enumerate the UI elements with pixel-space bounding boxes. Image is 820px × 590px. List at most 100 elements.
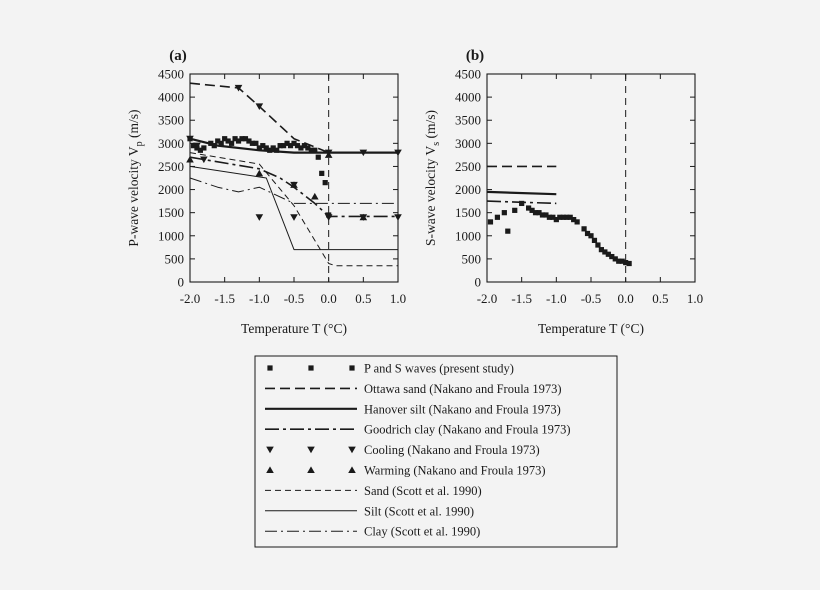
panel-b-series-solid-thick <box>486 190 557 196</box>
legend-entry: Sand (Scott et al. 1990) <box>364 484 482 498</box>
legend-swatch-tri-up <box>266 466 274 473</box>
panel-a-point-square <box>197 147 203 153</box>
panel-a-point-square <box>256 145 262 151</box>
panel-b-y-tick-label: 3500 <box>455 113 481 128</box>
panel-a-point-tri-up <box>311 192 319 200</box>
panel-a-point-square <box>301 143 307 149</box>
panel-b-point-square <box>550 214 556 220</box>
panel-b-point-square <box>564 214 570 220</box>
panel-b-x-tick-label: -1.5 <box>511 291 532 306</box>
legend-swatch-square <box>308 365 314 371</box>
legend-swatch-square <box>267 365 273 371</box>
legend-entry: Warming (Nakano and Froula 1973) <box>364 464 546 478</box>
panel-a-point-tri-down <box>324 214 333 221</box>
panel-a-point-tri-down <box>359 149 368 157</box>
panel-b-point-square <box>501 210 507 216</box>
panel-b-point-square <box>519 200 525 207</box>
legend-swatch-tri-down <box>348 446 356 454</box>
panel-a-point-square <box>235 138 242 144</box>
legend-swatch-square <box>349 365 355 371</box>
panel-a-point-square <box>291 140 297 146</box>
panel-a-point-square <box>190 143 197 149</box>
panel-b-point-square <box>602 249 608 255</box>
panel-b-x-tick-label: -1.0 <box>546 291 567 306</box>
panel-b-point-square <box>619 258 625 264</box>
legend-swatch-tri-down <box>307 446 315 454</box>
panel-b-y-tick-label: 500 <box>462 251 482 266</box>
panel-a-point-tri-down <box>255 103 264 110</box>
panel-b-y-tick-label: 2500 <box>455 159 481 174</box>
panel-a-point-tri-down <box>394 214 402 221</box>
panel-a-point-square <box>222 136 228 142</box>
panel-b-y-axis-label: S-wave velocity Vs (m/s) <box>423 110 442 246</box>
panel-a-series-dash-dot-fine <box>189 177 398 204</box>
panel-a-point-square <box>232 136 238 142</box>
panel-b-point-square <box>553 217 559 223</box>
panel-a-x-tick-label: -0.5 <box>284 291 305 306</box>
panel-a-y-tick-label: 3000 <box>158 136 184 151</box>
panel-b-point-square <box>512 207 518 213</box>
legend-entry: Goodrich clay (Nakano and Froula 1973) <box>364 423 571 437</box>
panel-a-point-square <box>270 145 276 151</box>
panel-b-point-square <box>532 210 539 216</box>
panel-a-point-tri-down <box>290 214 298 221</box>
legend-entry: Cooling (Nakano and Froula 1973) <box>364 443 540 457</box>
panel-b-point-square <box>536 210 542 216</box>
panel-a-point-tri-up <box>324 151 333 158</box>
panel-a-point-square <box>315 154 321 160</box>
panel-a-y-tick-label: 2500 <box>158 159 184 174</box>
legend-entry: Ottawa sand (Nakano and Froula 1973) <box>364 382 562 396</box>
panel-b-x-tick-label: 0.0 <box>618 291 634 306</box>
panel-a-point-tri-up <box>186 155 194 163</box>
panel-b-point-square <box>505 228 511 234</box>
panel-b-point-square <box>546 214 552 220</box>
panel-b-x-tick-label: -0.5 <box>581 291 602 306</box>
panel-b-point-square <box>529 207 535 213</box>
panel-b: 0 500 1000 1500 2000 2500 3000 3500 4000 4500 -2.0… <box>423 48 703 336</box>
panel-b-point-square <box>616 258 622 264</box>
panel-a-y-tick-label: 4500 <box>158 67 184 82</box>
panel-a-point-square <box>263 145 269 151</box>
panel-b-x-tick-label: 1.0 <box>687 291 703 306</box>
panel-b-point-square <box>560 214 566 220</box>
panel-a-y-tick-label: 2000 <box>158 182 184 197</box>
panel-b-point-square <box>595 242 601 248</box>
panel-b-y-tick-label: 3000 <box>455 136 481 151</box>
panel-a-plot-frame <box>189 73 399 283</box>
panel-b-point-square <box>584 230 591 237</box>
legend-box <box>254 355 618 548</box>
panel-b-y-tick-label: 4500 <box>455 67 481 82</box>
panel-a-point-tri-up <box>359 213 368 221</box>
panel-a-x-tick-label: -1.0 <box>249 291 270 306</box>
panel-b-point-square <box>591 237 598 243</box>
panel-a-label: (a) <box>169 48 187 64</box>
panel-a-point-square <box>312 147 318 153</box>
panel-a-y-axis-label: P-wave velocity Vp (m/s) <box>126 109 145 246</box>
legend-swatch-tri-up <box>348 466 356 473</box>
panel-b-x-tick-label: -2.0 <box>477 291 498 306</box>
panel-a-x-tick-label: 0.5 <box>355 291 371 306</box>
panel-b-y-tick-label: 4000 <box>455 90 481 105</box>
panel-a-x-tick-label: -1.5 <box>214 291 235 306</box>
panel-b-plot-frame <box>486 73 696 283</box>
panel-b-point-square <box>574 219 580 225</box>
legend-swatch-tri-down <box>266 446 274 454</box>
panel-a-point-square <box>298 145 304 151</box>
legend-entry: Silt (Scott et al. 1990) <box>364 504 474 518</box>
panel-b-point-square <box>571 217 577 223</box>
panel-a-y-tick-label: 4000 <box>158 90 184 105</box>
panel-a-point-tri-down <box>186 135 194 143</box>
panel-a-y-tick-label: 500 <box>165 251 185 266</box>
panel-b-y-tick-label: 0 <box>475 275 482 290</box>
panel-a-point-square <box>305 145 311 151</box>
panel-b-point-square <box>487 219 494 225</box>
panel-a-point-tri-down <box>234 84 243 92</box>
panel-b-y-tick-label: 2000 <box>455 182 481 197</box>
panel-a-point-tri-down <box>193 142 201 150</box>
panel-b-point-square <box>626 260 632 267</box>
panel-a-point-square <box>294 143 301 149</box>
panel-b-point-square <box>605 251 611 257</box>
panel-a-y-tick-label: 1500 <box>158 205 184 220</box>
panel-a-y-tick-label: 0 <box>178 275 185 290</box>
panel-a-point-square <box>308 147 314 153</box>
